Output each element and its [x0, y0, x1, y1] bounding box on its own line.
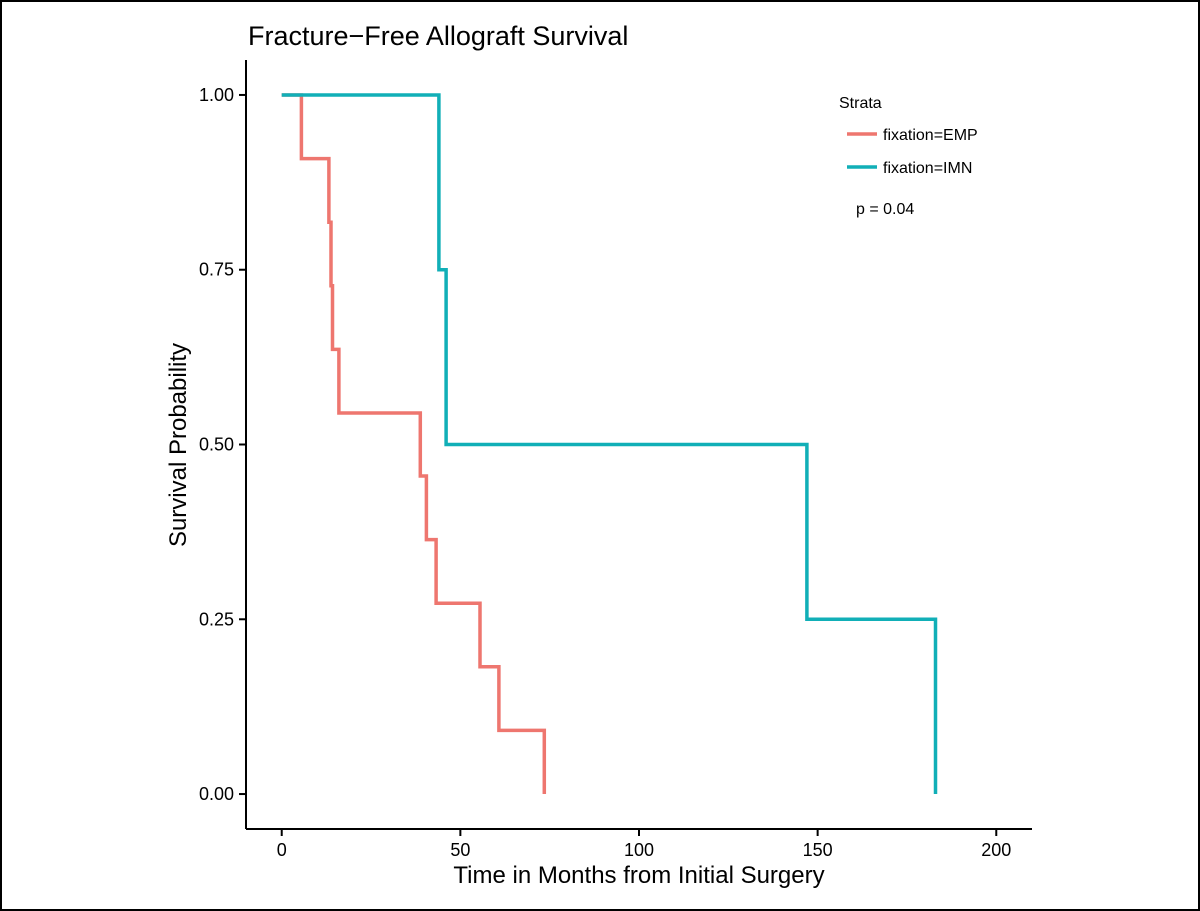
y-tick-label: 0.50 [199, 435, 234, 455]
legend-items: fixation=EMP fixation=IMN [847, 127, 978, 177]
legend: Strata fixation=EMP fixation=IMN [839, 95, 978, 177]
series-line-fixation-emp [281, 93, 547, 794]
x-tick-label: 50 [450, 840, 470, 860]
series-lines [281, 93, 938, 794]
y-ticks: 0.00 0.25 0.50 0.75 1.00 [199, 85, 246, 804]
x-axis-title: Time in Months from Initial Surgery [453, 862, 824, 889]
series-line-fixation-imn [281, 93, 938, 794]
legend-label: fixation=EMP [883, 127, 978, 144]
x-ticks: 0 50 100 150 200 [277, 829, 1011, 860]
y-tick-label: 0.00 [199, 784, 234, 804]
x-tick-label: 100 [624, 840, 654, 860]
legend-title: Strata [839, 95, 882, 112]
y-tick-label: 1.00 [199, 85, 234, 105]
p-value-annotation: p = 0.04 [856, 201, 914, 218]
chart-title: Fracture−Free Allograft Survival [248, 21, 628, 51]
y-tick-label: 0.25 [199, 609, 234, 629]
y-tick-label: 0.75 [199, 260, 234, 280]
legend-label: fixation=IMN [883, 160, 972, 177]
x-tick-label: 150 [803, 840, 833, 860]
y-axis-title: Survival Probability [165, 343, 192, 547]
x-tick-label: 200 [981, 840, 1011, 860]
x-tick-label: 0 [277, 840, 287, 860]
